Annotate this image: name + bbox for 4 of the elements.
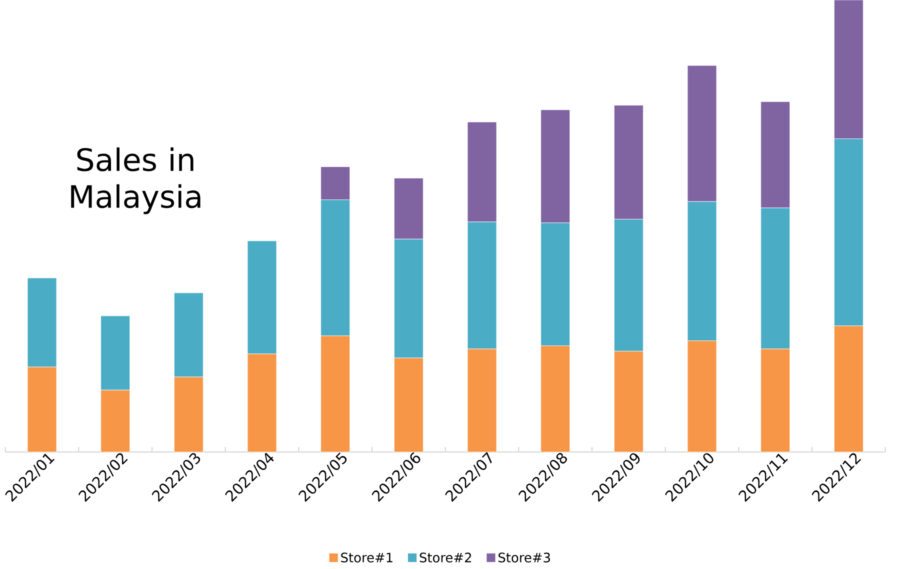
legend-label: Store#1 bbox=[341, 552, 392, 562]
legend-label: Store#2 bbox=[420, 552, 471, 562]
legend-label: Store#3 bbox=[498, 552, 550, 562]
annotation: Sales in Malaysia bbox=[71, 147, 200, 214]
